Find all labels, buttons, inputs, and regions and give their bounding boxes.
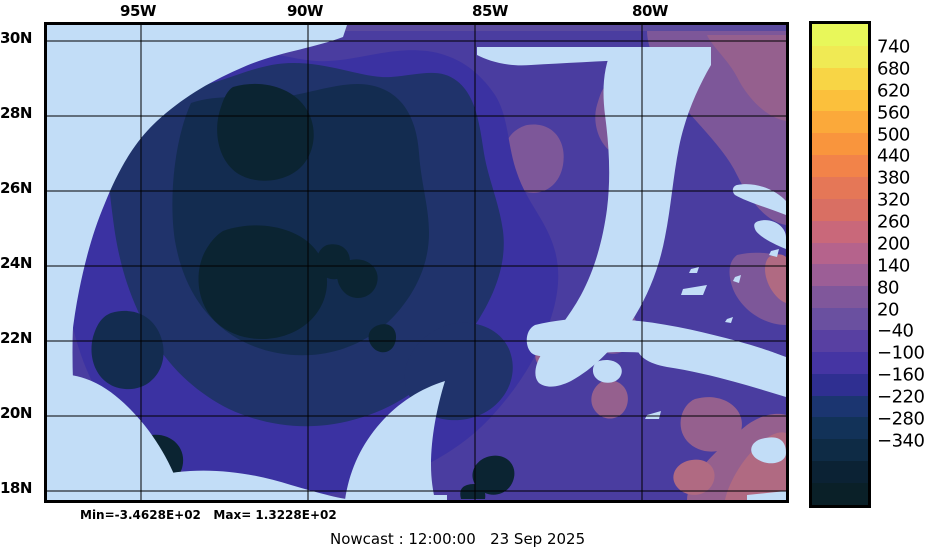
colorbar-tick-680: 680 — [877, 58, 910, 80]
land-jamaica — [751, 437, 786, 464]
lat-tick-26n: 26N — [0, 179, 32, 197]
colorbar-band-10 — [812, 242, 868, 265]
lat-tick-24n: 24N — [0, 254, 32, 272]
land-texas-nw-mexico — [47, 25, 347, 473]
land-west-mexico — [47, 374, 183, 500]
land-south-mexico — [143, 470, 357, 500]
colorbar-band-13 — [812, 308, 868, 331]
colorbar-band-18 — [812, 417, 868, 440]
colorbar-tick--280: −280 — [877, 408, 925, 430]
footer-timestamp: Nowcast : 12:00:00 23 Sep 2025 — [330, 530, 586, 548]
contour-band-n340 — [131, 83, 515, 499]
contour-field — [47, 25, 786, 500]
land-masses — [47, 25, 786, 500]
colorbar-band-19 — [812, 439, 868, 462]
colorbar-tick--340: −340 — [877, 430, 925, 452]
colorbar-band-1 — [812, 45, 868, 68]
colorbar-band-8 — [812, 198, 868, 221]
lon-tick-90w: 90W — [287, 2, 323, 20]
colorbar-band-5 — [812, 133, 868, 156]
colorbar-tick-140: 140 — [877, 255, 910, 277]
lat-tick-28n: 28N — [0, 104, 32, 122]
colorbar-band-0 — [812, 24, 868, 46]
colorbar-tick-620: 620 — [877, 80, 910, 102]
colorbar-band-3 — [812, 89, 868, 112]
colorbar-band-17 — [812, 395, 868, 418]
colorbar-band-4 — [812, 111, 868, 134]
colorbar-band-15 — [812, 351, 868, 374]
colorbar-tick-20: 20 — [877, 299, 899, 321]
colorbar-band-12 — [812, 286, 868, 309]
colorbar-tick--220: −220 — [877, 386, 925, 408]
lat-tick-30n: 30N — [0, 29, 32, 47]
map-plot-area — [44, 22, 789, 503]
colorbar-tick-80: 80 — [877, 277, 899, 299]
colorbar-tick--160: −160 — [877, 364, 925, 386]
colorbar-band-21 — [812, 483, 868, 505]
colorbar-tick-380: 380 — [877, 167, 910, 189]
land-florida — [535, 47, 711, 387]
colorbar-band-14 — [812, 330, 868, 352]
colorbar-tick-260: 260 — [877, 211, 910, 233]
lat-tick-18n: 18N — [0, 479, 32, 497]
colorbar-tick-320: 320 — [877, 189, 910, 211]
lon-tick-95w: 95W — [120, 2, 156, 20]
colorbar-tick-440: 440 — [877, 145, 910, 167]
colorbar-tick-740: 740 — [877, 36, 910, 58]
lat-tick-22n: 22N — [0, 329, 32, 347]
colorbar-band-16 — [812, 373, 868, 396]
colorbar-band-9 — [812, 220, 868, 243]
colorbar-tick-560: 560 — [877, 102, 910, 124]
lon-tick-80w: 80W — [632, 2, 668, 20]
colorbar-tick-500: 500 — [877, 124, 910, 146]
colorbar-band-2 — [812, 67, 868, 90]
colorbar-band-20 — [812, 461, 868, 484]
colorbar-band-11 — [812, 264, 868, 287]
colorbar-band-6 — [812, 155, 868, 178]
min-max-readout: Min=-3.4628E+02 Max= 1.3228E+02 — [80, 508, 337, 522]
colorbar-band-7 — [812, 177, 868, 199]
colorbar-tick-labels: 740 680 620 560 500 440 380 320 260 200 140 80 20 −40… — [877, 21, 933, 508]
colorbar-tick-200: 200 — [877, 233, 910, 255]
colorbar-tick--40: −40 — [877, 320, 914, 342]
colorbar — [809, 21, 871, 508]
lat-tick-20n: 20N — [0, 404, 32, 422]
grid-lines — [47, 25, 786, 500]
colorbar-tick--100: −100 — [877, 342, 925, 364]
land-yucatan — [345, 381, 445, 500]
lon-tick-85w: 85W — [472, 2, 508, 20]
land-bahamas — [732, 184, 786, 215]
